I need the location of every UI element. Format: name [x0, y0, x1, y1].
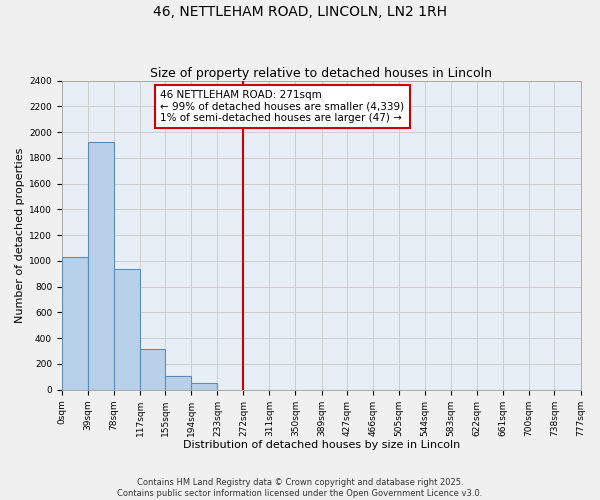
Title: Size of property relative to detached houses in Lincoln: Size of property relative to detached ho…	[150, 66, 492, 80]
Bar	[62, 257, 88, 390]
Bar	[114, 268, 140, 390]
Bar	[191, 384, 217, 390]
Bar	[140, 348, 166, 390]
Text: Contains HM Land Registry data © Crown copyright and database right 2025.
Contai: Contains HM Land Registry data © Crown c…	[118, 478, 482, 498]
Bar	[166, 376, 191, 390]
Text: 46, NETTLEHAM ROAD, LINCOLN, LN2 1RH: 46, NETTLEHAM ROAD, LINCOLN, LN2 1RH	[153, 5, 447, 19]
Text: 46 NETTLEHAM ROAD: 271sqm
← 99% of detached houses are smaller (4,339)
1% of sem: 46 NETTLEHAM ROAD: 271sqm ← 99% of detac…	[160, 90, 404, 123]
Bar	[88, 142, 114, 390]
Y-axis label: Number of detached properties: Number of detached properties	[15, 148, 25, 323]
X-axis label: Distribution of detached houses by size in Lincoln: Distribution of detached houses by size …	[182, 440, 460, 450]
